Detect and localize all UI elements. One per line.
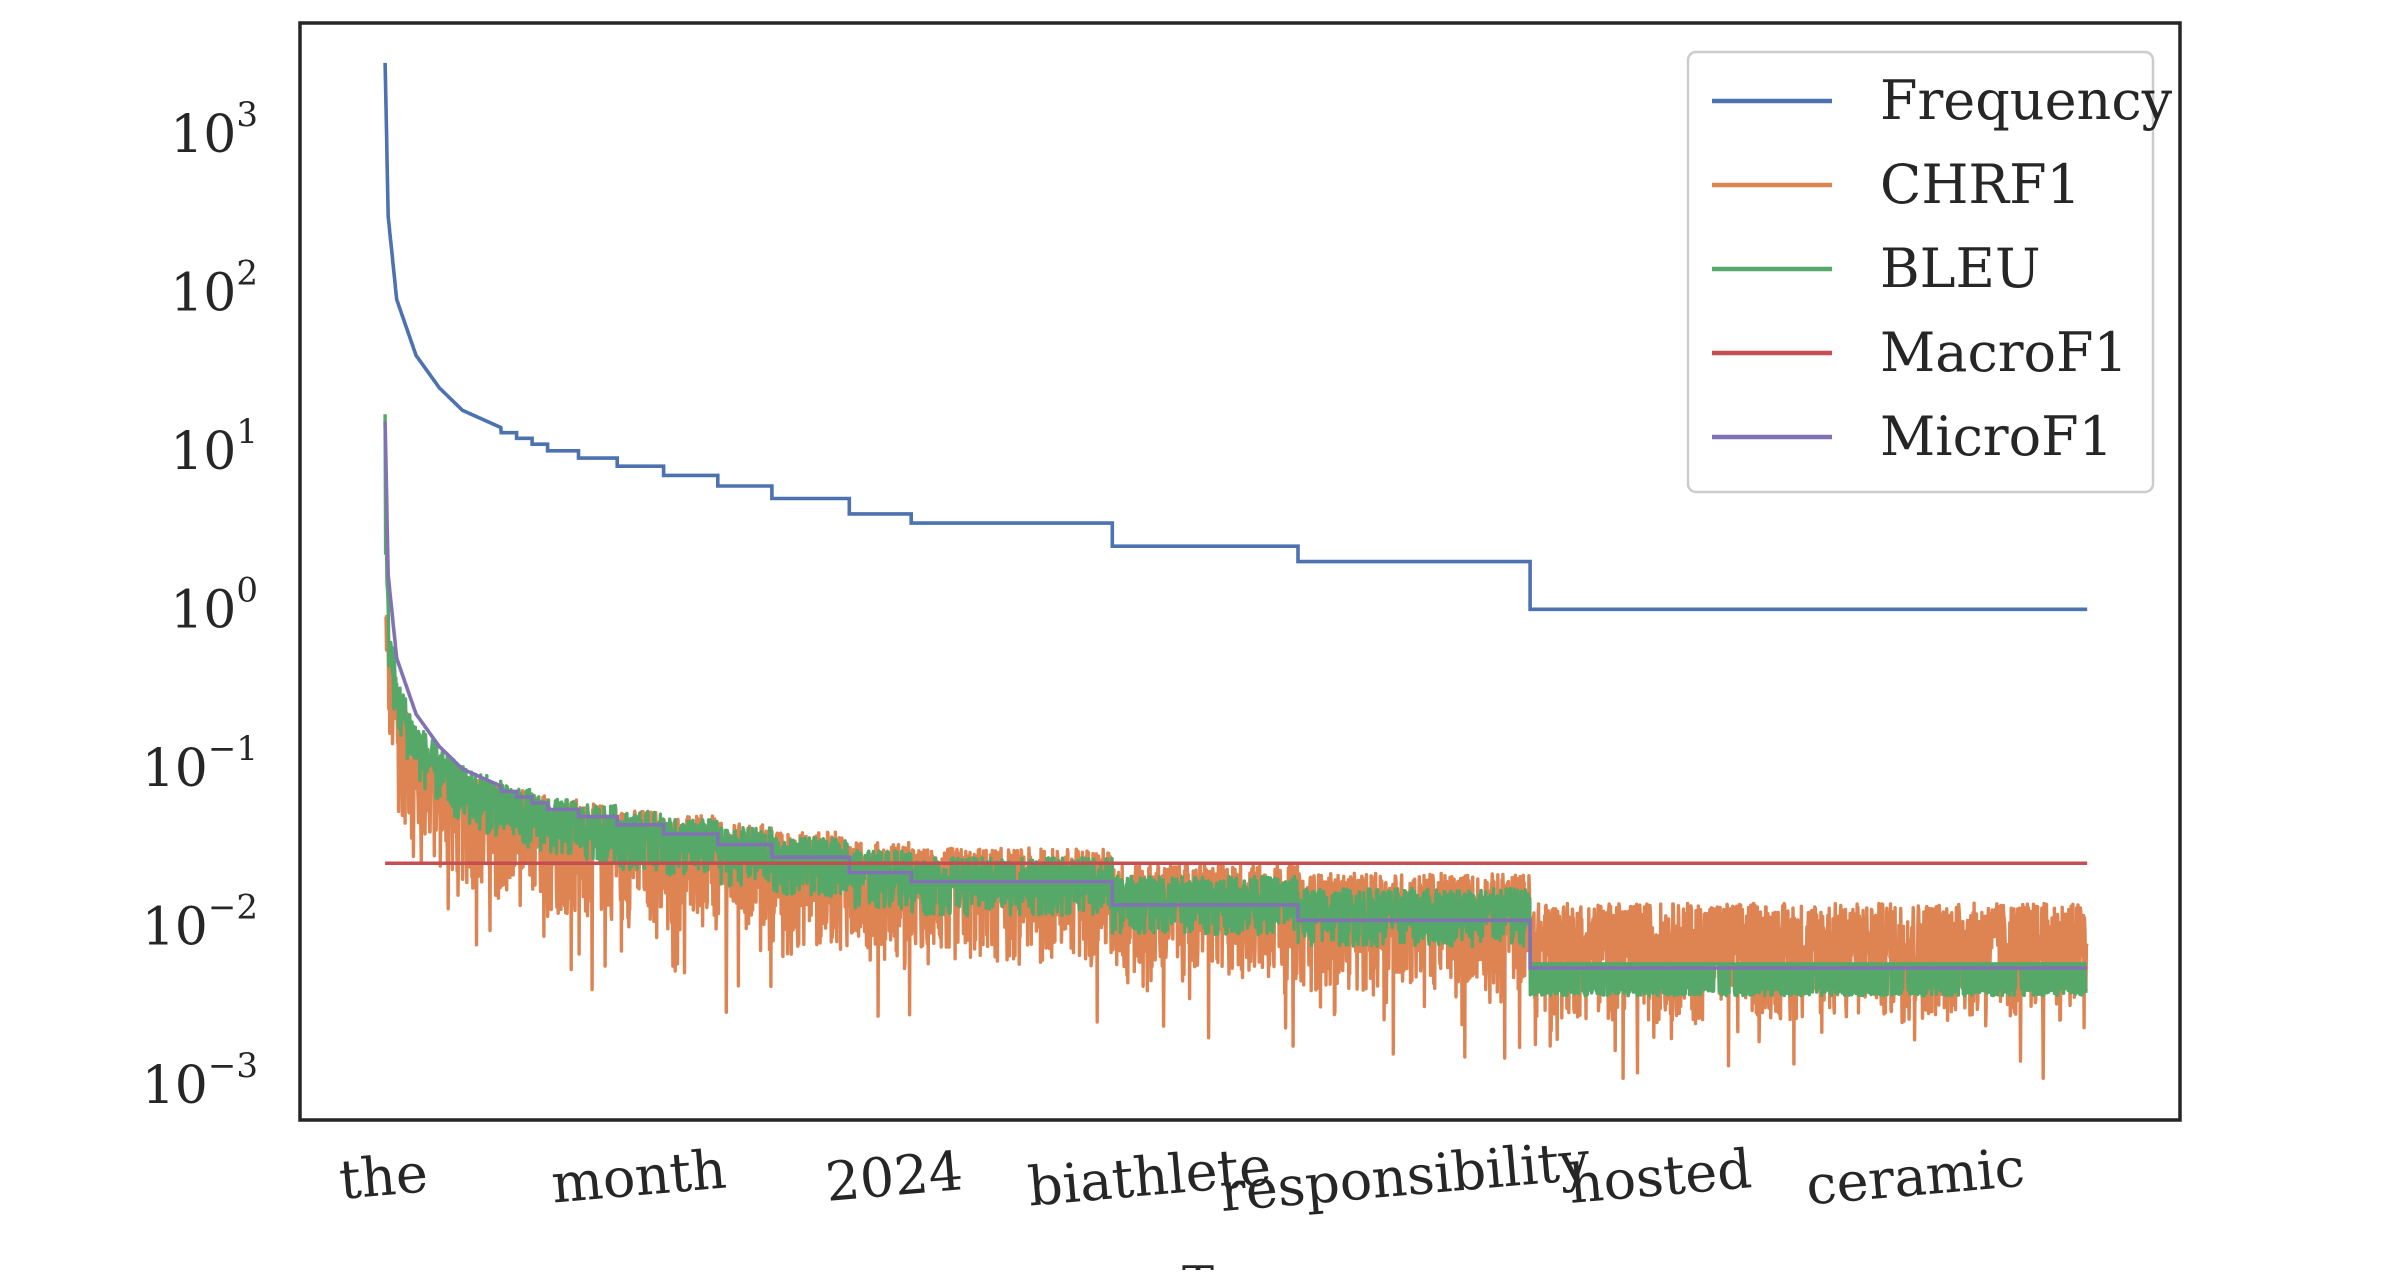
legend-label: MicroF1 (1880, 405, 2113, 468)
y-tick-label: 10−1 (142, 729, 258, 799)
y-tick-label: 10−2 (142, 887, 258, 957)
legend-label: MacroF1 (1880, 321, 2128, 384)
x-tick-label: hosted (1566, 1137, 1754, 1216)
series-line-frequency (383, 62, 2088, 612)
y-tick-label: 10−3 (142, 1046, 258, 1116)
x-axis-label: T (1182, 1256, 1214, 1270)
y-tick-label: 103 (170, 95, 258, 165)
x-tick-label: the (337, 1141, 431, 1211)
x-tick-label: responsibility (1217, 1129, 1592, 1224)
x-tick-label: ceramic (1804, 1136, 2028, 1218)
x-tick-label: 2024 (823, 1139, 965, 1214)
y-tick-label: 100 (170, 570, 258, 640)
plot-frame (298, 21, 2182, 1122)
series-line-microf1 (383, 421, 2088, 970)
y-axis-ticks: 103 102 101 100 10−1 10−2 10−3 (142, 95, 258, 1116)
series-layer (383, 62, 2089, 1080)
series-line-bleu (383, 414, 2089, 998)
legend: Frequency CHRF1 BLEU MacroF1 MicroF1 (1686, 50, 2173, 494)
legend-label: BLEU (1880, 237, 2040, 300)
x-tick-label: month (549, 1138, 729, 1216)
y-tick-label: 102 (170, 253, 258, 323)
x-axis-ticks: the month 2024 biathleteresponsibilityhoste… (337, 1129, 2027, 1224)
legend-label: Frequency (1880, 69, 2173, 132)
y-tick-label: 101 (170, 412, 258, 482)
legend-box (1686, 50, 2155, 494)
legend-label: CHRF1 (1880, 153, 2081, 216)
legend-items: Frequency CHRF1 BLEU MacroF1 MicroF1 (1712, 69, 2173, 468)
